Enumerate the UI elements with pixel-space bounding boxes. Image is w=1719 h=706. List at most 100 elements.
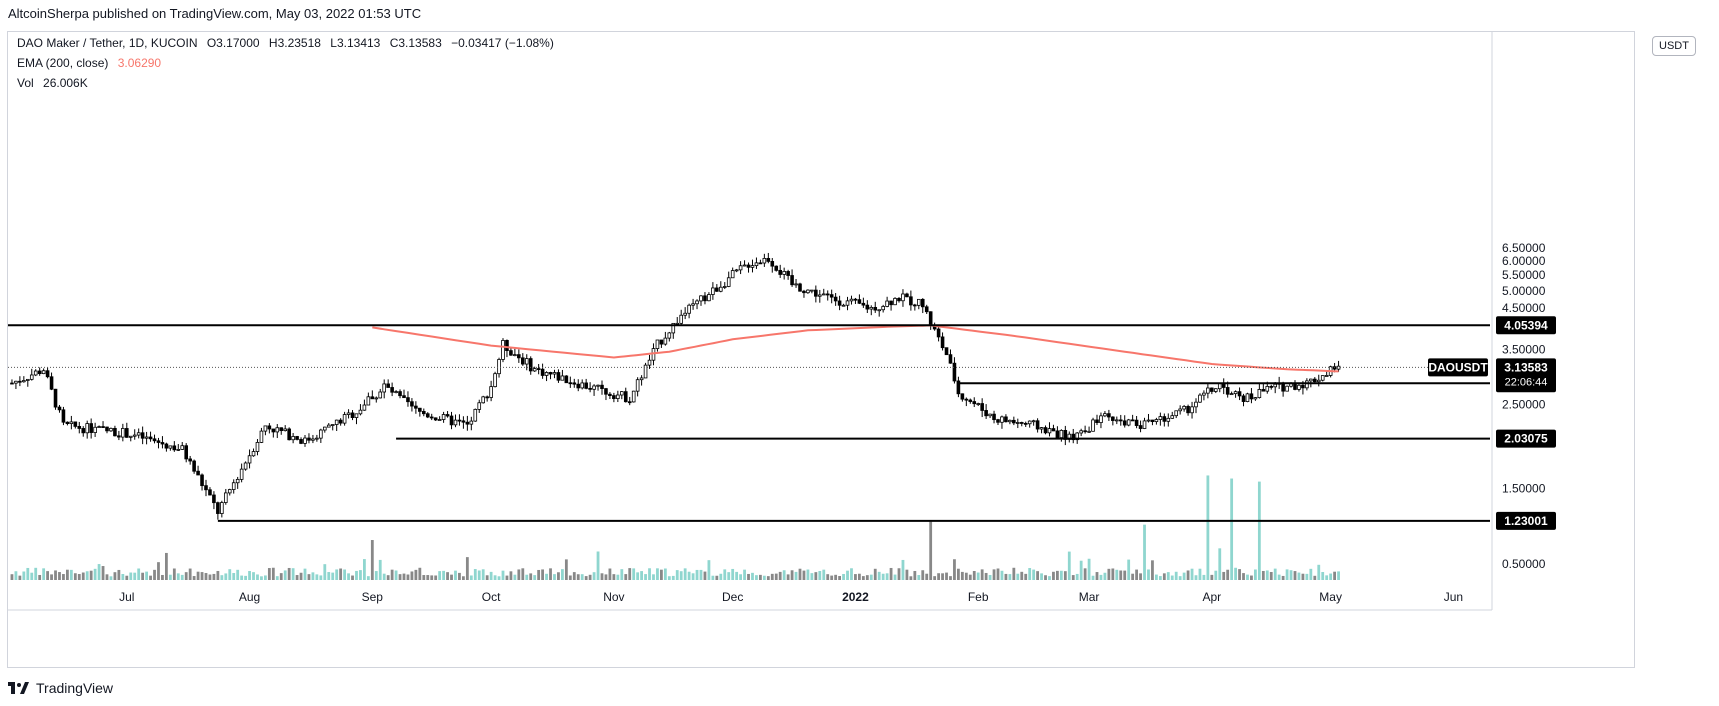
volume-bar: [1103, 572, 1107, 580]
volume-bar: [394, 570, 398, 580]
candle-body: [334, 419, 339, 425]
volume-bar: [719, 573, 723, 580]
volume-bar: [1079, 560, 1083, 580]
volume-bar: [1206, 475, 1210, 580]
candle-body: [1019, 422, 1024, 424]
currency-button[interactable]: USDT: [1652, 36, 1696, 56]
candle-body: [37, 370, 42, 375]
volume-bar: [703, 571, 707, 580]
volume-bar: [1261, 570, 1265, 580]
price-tick-label: 0.50000: [1502, 557, 1546, 571]
candle-body: [1166, 417, 1171, 422]
candle-body: [572, 382, 577, 385]
candle-body: [540, 368, 545, 376]
volume-bar: [1269, 571, 1273, 580]
volume-bar: [667, 576, 671, 580]
ema-label[interactable]: EMA (200, close): [17, 56, 109, 70]
candle-body: [1138, 425, 1143, 429]
candle-body: [675, 322, 680, 325]
candle-body: [1039, 427, 1044, 430]
candle-body: [1075, 432, 1080, 441]
time-tick-label: 2022: [842, 590, 869, 604]
candle-body: [453, 419, 458, 426]
candle-body: [457, 419, 462, 422]
candle-body: [267, 425, 272, 430]
legend-row-volume: Vol 26.006K: [17, 73, 94, 93]
candle-body: [1309, 378, 1313, 382]
volume-bar: [794, 571, 798, 580]
volume-bar: [442, 570, 445, 580]
volume-bar: [458, 572, 461, 580]
candle-body: [121, 428, 125, 438]
volume-bar: [105, 574, 109, 580]
candle-body: [1249, 393, 1254, 400]
price-tick-label: 4.50000: [1502, 301, 1546, 315]
price-tick-label: 3.50000: [1502, 342, 1546, 356]
volume-bar: [73, 573, 77, 580]
volume-bar: [18, 575, 22, 580]
candle-body: [469, 420, 474, 425]
volume-bar: [196, 571, 200, 580]
volume-bar: [477, 570, 481, 580]
level-price-label: 2.03075: [1504, 432, 1548, 446]
volume-bar: [224, 573, 228, 580]
candle-body: [243, 462, 248, 470]
volume-bar: [945, 572, 948, 580]
volume-bar: [46, 571, 49, 580]
volume-bar: [351, 575, 354, 580]
volume-bar: [327, 572, 331, 580]
candle-body: [445, 414, 450, 417]
candle-body: [944, 347, 949, 356]
candle-body: [901, 293, 905, 302]
candle-body: [196, 470, 200, 476]
candle-body: [85, 423, 90, 434]
candle-body: [722, 286, 727, 288]
volume-bar: [113, 572, 117, 580]
volume-bar: [834, 574, 838, 580]
volume-bar: [283, 570, 287, 580]
candle-body: [263, 425, 268, 432]
footer-brand: TradingView: [8, 680, 113, 696]
candle-body: [560, 375, 565, 381]
level-price-label: 1.23001: [1504, 514, 1548, 528]
volume-bar: [1095, 572, 1099, 580]
volume-bar: [905, 569, 909, 580]
volume-bar: [252, 572, 255, 580]
volume-bar: [592, 572, 596, 580]
volume-bar: [1178, 576, 1182, 580]
volume-bar: [909, 576, 913, 580]
candle-body: [461, 420, 466, 423]
candle-body: [924, 306, 929, 313]
candle-body: [429, 416, 434, 419]
volume-bar: [608, 568, 612, 580]
volume-bar: [81, 572, 85, 580]
candle-body: [956, 380, 961, 395]
candle-body: [109, 427, 113, 432]
candle-body: [1004, 416, 1008, 423]
candle-body: [275, 427, 280, 433]
candle-body: [592, 385, 596, 390]
volume-bar: [414, 569, 418, 580]
candle-body: [984, 410, 988, 417]
volume-bar: [711, 575, 715, 580]
candle-body: [1229, 393, 1234, 396]
candle-body: [1174, 410, 1179, 417]
candle-body: [132, 434, 137, 437]
candle-body: [465, 421, 470, 425]
candle-body: [604, 388, 608, 395]
volume-bar: [1143, 524, 1146, 580]
candle-body: [976, 403, 980, 405]
volume-bar: [493, 575, 497, 580]
volume-label[interactable]: Vol: [17, 76, 34, 90]
volume-bar: [1162, 573, 1166, 580]
volume-bar: [149, 575, 152, 580]
volume-bar: [996, 568, 1000, 580]
volume-bar: [30, 572, 34, 580]
candle-body: [1225, 387, 1230, 395]
candle-body: [402, 395, 406, 399]
symbol-label[interactable]: DAO Maker / Tether, 1D, KUCOIN: [17, 36, 198, 50]
candle-body: [1297, 384, 1301, 390]
candle-body: [738, 265, 743, 271]
candle-body: [671, 322, 676, 334]
